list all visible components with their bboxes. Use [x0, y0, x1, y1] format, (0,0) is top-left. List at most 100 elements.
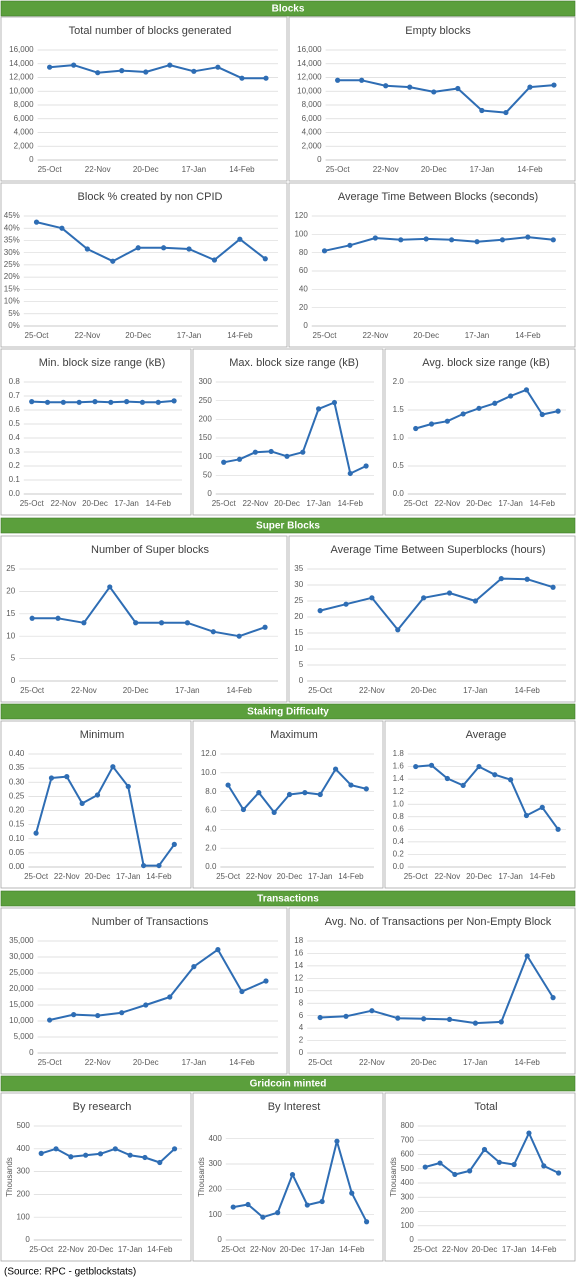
- data-point: [215, 947, 221, 953]
- y-tick-label: 0: [299, 676, 304, 685]
- data-point: [107, 584, 113, 590]
- section-header: Blocks: [272, 4, 305, 15]
- y-tick-label: 1.2: [393, 787, 405, 796]
- x-tick-label: 25-Oct: [404, 872, 429, 881]
- data-point: [449, 237, 455, 243]
- y-tick-label: 16: [294, 949, 303, 958]
- y-tick-label: 10,000: [9, 1016, 34, 1025]
- y-tick-label: 0.15: [9, 820, 25, 829]
- x-tick-label: 25-Oct: [25, 331, 50, 340]
- y-tick-label: 35%: [4, 236, 20, 245]
- chart-frame: [288, 16, 576, 182]
- data-point: [550, 237, 556, 243]
- data-point: [550, 584, 556, 590]
- x-tick-label: 14-Feb: [227, 686, 253, 695]
- y-tick-label: 6,000: [14, 114, 35, 123]
- y-tick-label: 25: [294, 596, 303, 605]
- y-axis-title: Thousands: [197, 1157, 206, 1197]
- y-tick-label: 100: [400, 1221, 414, 1230]
- data-point: [428, 762, 435, 768]
- series-line: [337, 79, 555, 114]
- data-point: [143, 69, 149, 75]
- data-point: [284, 453, 290, 459]
- y-tick-label: 100: [208, 1210, 222, 1219]
- y-tick-label: 500: [400, 1164, 414, 1173]
- x-tick-label: 14-Feb: [146, 499, 172, 508]
- x-tick-label: 14-Feb: [229, 165, 255, 174]
- data-point: [331, 399, 338, 406]
- chart-frame: [0, 348, 192, 516]
- data-point: [225, 782, 231, 788]
- data-point: [110, 764, 116, 770]
- x-tick-label: 20-Dec: [413, 331, 439, 340]
- data-point: [508, 777, 514, 783]
- y-tick-label: 0.4: [393, 837, 405, 846]
- section-header: Transactions: [257, 894, 319, 905]
- data-point: [119, 68, 125, 74]
- chart-title: Avg. block size range (kB): [422, 357, 550, 369]
- x-tick-label: 22-Nov: [359, 1058, 385, 1067]
- y-tick-label: 0: [299, 1048, 304, 1057]
- x-tick-label: 20-Dec: [411, 686, 437, 695]
- data-point: [263, 978, 269, 984]
- x-tick-label: 25-Oct: [38, 165, 63, 174]
- data-point: [186, 246, 192, 252]
- x-tick-label: 22-Nov: [85, 165, 111, 174]
- section-header-bar: [0, 890, 576, 907]
- data-point: [230, 1204, 236, 1210]
- data-point: [321, 248, 328, 254]
- data-point: [369, 595, 375, 601]
- x-tick-label: 17-Jan: [114, 499, 138, 508]
- y-tick-label: 0.10: [9, 834, 25, 843]
- x-tick-label: 14-Feb: [531, 1245, 557, 1254]
- y-tick-label: 30,000: [9, 952, 34, 961]
- x-tick-label: 25-Oct: [221, 1245, 246, 1254]
- data-point: [171, 1146, 178, 1152]
- y-tick-label: 300: [16, 1167, 30, 1176]
- y-tick-label: 0.7: [9, 391, 21, 400]
- y-tick-label: 100: [198, 452, 212, 461]
- y-tick-label: 0.8: [9, 377, 21, 386]
- y-tick-label: 5,000: [14, 1032, 35, 1041]
- data-point: [302, 790, 308, 796]
- data-point: [84, 246, 90, 252]
- y-tick-label: 0: [317, 155, 322, 164]
- data-point: [555, 1170, 562, 1176]
- data-point: [135, 245, 141, 251]
- data-point: [395, 1015, 401, 1021]
- data-point: [428, 421, 435, 427]
- data-point: [119, 1010, 125, 1016]
- y-tick-label: 10,000: [297, 86, 322, 95]
- y-tick-label: 10: [6, 631, 15, 640]
- data-point: [143, 1002, 149, 1008]
- data-point: [481, 1146, 488, 1153]
- x-tick-label: 17-Jan: [498, 872, 522, 881]
- y-tick-label: 120: [294, 211, 308, 220]
- x-tick-label: 14-Feb: [530, 499, 556, 508]
- x-tick-label: 20-Dec: [277, 872, 303, 881]
- series-line: [36, 221, 266, 263]
- chart-title: Min. block size range (kB): [39, 357, 166, 369]
- x-tick-label: 22-Nov: [434, 872, 460, 881]
- y-tick-label: 1.0: [393, 433, 405, 442]
- x-tick-label: 22-Nov: [359, 686, 385, 695]
- y-tick-label: 15: [294, 628, 303, 637]
- data-point: [95, 70, 101, 76]
- x-tick-label: 22-Nov: [250, 1245, 276, 1254]
- x-tick-label: 17-Jan: [463, 686, 487, 695]
- data-point: [455, 85, 461, 92]
- chart-frame: [384, 1092, 576, 1262]
- y-tick-label: 0.2: [9, 461, 21, 470]
- y-tick-label: 45%: [4, 211, 20, 220]
- x-tick-label: 17-Jan: [498, 499, 522, 508]
- data-point: [363, 786, 369, 792]
- x-tick-label: 17-Jan: [308, 872, 332, 881]
- x-tick-label: 22-Nov: [362, 331, 388, 340]
- data-point: [83, 1152, 89, 1158]
- y-tick-label: 18: [294, 936, 303, 945]
- data-point: [262, 624, 268, 630]
- y-tick-label: 0: [207, 489, 212, 498]
- y-tick-label: 0.0: [9, 489, 21, 498]
- data-point: [334, 1138, 340, 1144]
- x-tick-label: 22-Nov: [74, 331, 100, 340]
